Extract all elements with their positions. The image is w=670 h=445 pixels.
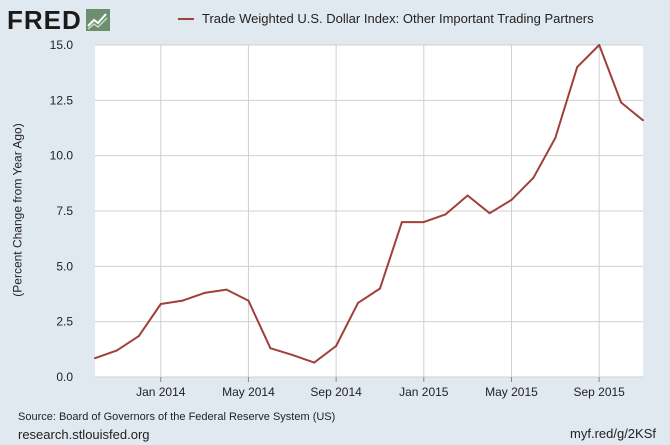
data-point <box>225 288 228 291</box>
x-tick-label: May 2014 <box>222 385 275 399</box>
source-note: Source: Board of Governors of the Federa… <box>18 411 336 423</box>
x-tick-label: Sep 2014 <box>310 385 362 399</box>
data-point <box>115 349 118 352</box>
y-tick-label: 0.0 <box>56 370 73 384</box>
data-point <box>313 361 316 364</box>
data-point <box>247 299 250 302</box>
logo-text: FRED <box>7 4 82 35</box>
data-point <box>620 101 623 104</box>
data-point <box>203 291 206 294</box>
data-point <box>488 212 491 215</box>
short-url-link[interactable]: myf.red/g/2KSf <box>570 426 656 441</box>
legend-label: Trade Weighted U.S. Dollar Index: Other … <box>202 11 594 26</box>
data-point <box>400 221 403 224</box>
data-point <box>532 176 535 179</box>
y-tick-label: 15.0 <box>50 38 74 52</box>
data-point <box>335 345 338 348</box>
y-tick-labels: 0.0 2.5 5.0 7.5 10.0 12.5 15.0 <box>50 38 74 384</box>
legend-swatch <box>178 17 194 20</box>
data-point <box>598 44 601 46</box>
x-tick-label: Jan 2014 <box>136 385 186 399</box>
gridlines <box>95 44 643 378</box>
data-point <box>269 347 272 350</box>
y-tick-label: 2.5 <box>56 315 73 329</box>
series-line <box>94 44 644 364</box>
header: FRED Trade Weighted U.S. Dollar Index: O… <box>0 0 670 40</box>
x-tick-label: Sep 2015 <box>573 385 625 399</box>
series-group <box>94 44 644 364</box>
fred-logo[interactable]: FRED <box>7 5 110 35</box>
data-point <box>554 136 557 139</box>
data-point <box>422 221 425 224</box>
y-tick-label: 5.0 <box>56 259 73 273</box>
y-tick-label: 7.5 <box>56 204 73 218</box>
y-tick-label: 10.0 <box>50 149 74 163</box>
x-tick-labels: Jan 2014 May 2014 Sep 2014 Jan 2015 May 2015… <box>136 377 625 399</box>
data-point <box>576 66 579 69</box>
data-point <box>159 302 162 305</box>
y-tick-label: 12.5 <box>50 93 74 107</box>
data-point <box>181 299 184 302</box>
data-point <box>378 287 381 290</box>
data-point <box>357 301 360 304</box>
data-point <box>510 198 513 201</box>
data-point <box>642 119 644 122</box>
data-point <box>94 357 96 360</box>
x-tick-label: May 2015 <box>485 385 538 399</box>
data-point <box>466 194 469 197</box>
x-tick-label: Jan 2015 <box>399 385 449 399</box>
chart-legend: Trade Weighted U.S. Dollar Index: Other … <box>178 11 594 26</box>
fred-chart-logo-icon <box>85 9 110 31</box>
data-point <box>444 213 447 216</box>
data-point <box>137 335 140 338</box>
data-point <box>291 353 294 356</box>
site-link[interactable]: research.stlouisfed.org <box>18 427 150 442</box>
